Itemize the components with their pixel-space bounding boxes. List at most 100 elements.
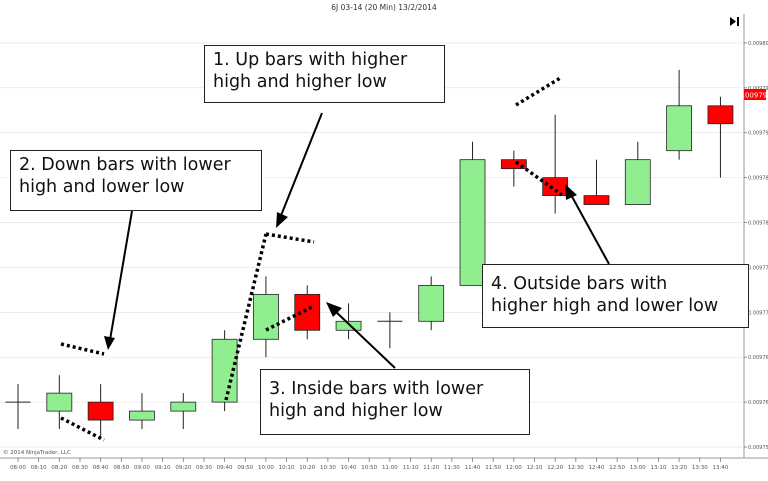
candle-6 [253, 276, 279, 358]
callout-1-line-2: high and higher low [213, 72, 387, 92]
candle-body-10 [418, 284, 445, 322]
callout-1: 1. Up bars with higher high and higher l… [204, 45, 445, 103]
price-label: 0.009791 [738, 92, 768, 100]
x-tick-label-15: 10:30 [320, 465, 336, 471]
x-tick-label-3: 08:30 [72, 465, 88, 471]
x-tick-label-1: 08:10 [31, 465, 47, 471]
candle-body-17 [707, 105, 734, 125]
y-tick-label-3: 0.009788 [748, 176, 768, 182]
x-tick-label-27: 12:30 [568, 465, 584, 471]
x-tick-label-8: 09:20 [175, 465, 191, 471]
callout-1-line-1: 1. Up bars with higher [213, 50, 408, 70]
dotted-low-line-2 [60, 416, 105, 442]
candle-3 [129, 393, 155, 430]
candle-10 [418, 276, 445, 331]
play-to-end-icon[interactable] [730, 17, 739, 26]
x-tick-label-7: 09:10 [155, 465, 171, 471]
arrow-2-shaft [109, 210, 133, 341]
copyright-text: © 2014 NinjaTrader, LLC [3, 449, 71, 456]
candle-0 [5, 384, 31, 430]
candle-17 [707, 96, 734, 178]
x-tick-label-5: 08:50 [113, 465, 129, 471]
candle-body-4 [170, 401, 197, 412]
arrow-2-head [104, 336, 115, 350]
annotation-marks [60, 75, 610, 442]
x-tick-label-29: 12:50 [609, 465, 625, 471]
x-tick-label-33: 13:30 [692, 465, 708, 471]
x-tick-label-16: 10:40 [341, 465, 357, 471]
dotted-low-line-1 [224, 233, 268, 401]
callout-3-line-1: 3. Inside bars with lower [269, 379, 484, 399]
y-tick-label-6: 0.009773 [748, 310, 768, 316]
x-tick-label-28: 12:40 [589, 465, 605, 471]
arrow-1-head [276, 212, 288, 228]
candle-body-14 [583, 195, 610, 205]
arrow-3-shaft [333, 309, 396, 369]
x-tick-label-11: 09:50 [237, 465, 253, 471]
y-tick-label-8: 0.009763 [748, 400, 768, 406]
candle-body-11 [459, 159, 486, 286]
x-tick-label-6: 09:00 [134, 465, 150, 471]
y-tick-label-2: 0.009793 [748, 131, 768, 137]
x-tick-label-14: 10:20 [299, 465, 315, 471]
x-tick-label-13: 10:10 [279, 465, 295, 471]
callout-2-line-2: high and lower low [19, 177, 185, 197]
x-tick-label-26: 12:20 [547, 465, 563, 471]
candle-body-2 [87, 401, 114, 421]
y-tick-label-4: 0.009783 [748, 221, 768, 227]
candles [5, 69, 734, 439]
price-marker: 0.009791 [738, 89, 768, 100]
y-axis: 0.009803 0.009798 0.009793 0.009788 0.009783… [744, 41, 768, 451]
x-tick-label-24: 12:00 [506, 465, 522, 471]
candle-body-12 [500, 159, 527, 170]
x-tick-label-10: 09:40 [217, 465, 233, 471]
candle-4 [170, 393, 197, 430]
x-axis: 08:00 08:10 08:20 08:30 08:40 08:50 09:00 09:10… [10, 458, 729, 471]
y-tick-label-9: 0.009758 [748, 445, 768, 451]
candle-8 [335, 303, 362, 340]
x-tick-label-23: 11:50 [485, 465, 501, 471]
arrow-4-shaft [569, 192, 610, 265]
candle-body-16 [666, 105, 693, 152]
x-tick-label-32: 13:20 [671, 465, 687, 471]
x-tick-label-22: 11:40 [465, 465, 481, 471]
candle-body-3 [129, 410, 155, 421]
callout-3-line-2: high and higher low [269, 401, 443, 421]
candle-9 [377, 312, 403, 349]
x-tick-label-31: 13:10 [651, 465, 667, 471]
y-tick-label-5: 0.009778 [748, 265, 768, 271]
candle-12 [500, 150, 527, 187]
x-tick-label-19: 11:10 [403, 465, 419, 471]
dotted-high-line-1 [265, 232, 315, 244]
x-tick-label-18: 11:00 [382, 465, 398, 471]
candle-14 [583, 159, 610, 205]
dotted-high-line-4 [515, 75, 563, 107]
x-tick-label-12: 10:00 [258, 465, 274, 471]
x-tick-label-17: 10:50 [361, 465, 377, 471]
chart-title: 6J 03-14 (20 Min) 13/2/2014 [331, 3, 437, 12]
candle-1 [46, 375, 73, 430]
candle-15 [624, 141, 651, 205]
candle-body-15 [624, 159, 651, 205]
x-tick-label-2: 08:20 [51, 465, 67, 471]
y-tick-label-0: 0.009803 [748, 41, 768, 47]
x-tick-label-20: 11:20 [423, 465, 439, 471]
callout-4: 4. Outside bars with higher high and low… [482, 264, 749, 328]
x-tick-label-9: 09:30 [196, 465, 212, 471]
candle-16 [666, 69, 693, 160]
candle-body-8 [335, 320, 362, 331]
candle-body-1 [46, 392, 73, 412]
callout-4-line-2: higher high and lower low [491, 296, 719, 316]
x-tick-label-4: 08:40 [93, 465, 109, 471]
x-tick-label-25: 12:10 [527, 465, 543, 471]
callout-4-line-1: 4. Outside bars with [491, 274, 668, 294]
y-tick-label-7: 0.009768 [748, 355, 768, 361]
arrow-4-head [565, 184, 577, 200]
candle-2 [87, 384, 114, 439]
x-tick-label-21: 11:30 [444, 465, 460, 471]
candle-body-13 [542, 177, 569, 196]
y-tick-label-1: 0.009798 [748, 86, 768, 92]
callout-2-line-1: 2. Down bars with lower [19, 155, 231, 175]
arrow-1-shaft [279, 112, 323, 219]
x-tick-label-34: 13:40 [713, 465, 729, 471]
